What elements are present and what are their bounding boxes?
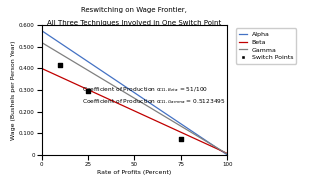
Text: Coefficient of Production α$_{11,Gamma}$ = 0.5123495: Coefficient of Production α$_{11,Gamma}$… bbox=[83, 98, 226, 106]
Text: Reswitching on Wage Frontier,: Reswitching on Wage Frontier, bbox=[82, 7, 187, 13]
Switch Points bbox=[58, 63, 63, 66]
Alpha bbox=[224, 153, 228, 155]
Alpha bbox=[40, 30, 44, 32]
Gamma bbox=[152, 109, 156, 111]
Beta bbox=[228, 154, 232, 156]
Alpha bbox=[226, 154, 229, 156]
Alpha bbox=[131, 91, 135, 93]
Y-axis label: Wage (Bushels per Person Year): Wage (Bushels per Person Year) bbox=[11, 40, 16, 140]
Alpha bbox=[130, 90, 133, 92]
Beta bbox=[40, 67, 44, 69]
Beta bbox=[195, 138, 199, 141]
Beta bbox=[224, 152, 228, 154]
Text: Coefficient of Production α$_{11,Beta}$ = 51/100: Coefficient of Production α$_{11,Beta}$ … bbox=[83, 86, 209, 94]
Gamma bbox=[142, 103, 146, 105]
X-axis label: Rate of Profits (Percent): Rate of Profits (Percent) bbox=[97, 170, 172, 175]
Line: Alpha: Alpha bbox=[42, 31, 231, 155]
Beta bbox=[152, 119, 156, 121]
Alpha bbox=[195, 133, 199, 136]
Gamma bbox=[195, 135, 199, 137]
Gamma bbox=[224, 152, 228, 154]
Gamma bbox=[40, 41, 44, 44]
Alpha bbox=[229, 154, 233, 156]
Alpha bbox=[152, 105, 156, 107]
Gamma bbox=[229, 154, 233, 156]
Beta bbox=[229, 154, 233, 156]
Gamma bbox=[130, 95, 133, 98]
Beta bbox=[142, 114, 146, 116]
Switch Points bbox=[85, 90, 91, 93]
Text: All Three Techniques Involved in One Switch Point: All Three Techniques Involved in One Swi… bbox=[47, 20, 221, 26]
Gamma bbox=[227, 154, 231, 156]
Line: Gamma: Gamma bbox=[42, 42, 231, 155]
Beta bbox=[130, 109, 133, 111]
Gamma bbox=[131, 96, 135, 98]
Alpha bbox=[142, 98, 146, 100]
Beta bbox=[131, 109, 135, 111]
Legend: Alpha, Beta, Gamma, Switch Points: Alpha, Beta, Gamma, Switch Points bbox=[236, 28, 296, 64]
Switch Points bbox=[178, 138, 183, 140]
Line: Beta: Beta bbox=[42, 68, 231, 155]
